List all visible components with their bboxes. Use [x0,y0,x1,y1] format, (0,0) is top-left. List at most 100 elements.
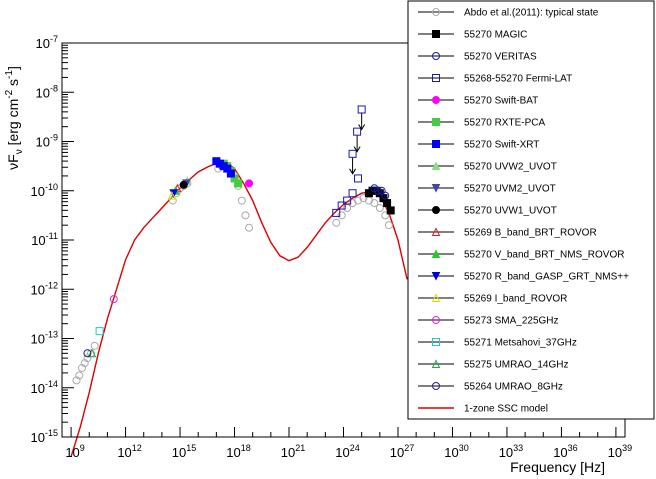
data-points-layer [72,105,395,385]
x-tick-label: 1039 [608,443,632,460]
data-point [332,218,341,227]
data-point [381,191,390,200]
legend-entry-label: 55270 VERITAS [464,52,537,63]
data-point [77,364,86,373]
legend-entry-label: 55269 I_band_ROVOR [464,294,567,305]
data-point [237,196,246,205]
tick-labels-layer: 109 1012 1015 1018 1021 1024 1027 1030 1033 1036 1… [31,34,633,460]
legend-entry-label: 55270 MAGIC [464,30,527,41]
legend-entry-label: 55271 Metsahovi_37GHz [464,338,577,349]
x-tick-label: 109 [65,443,84,460]
data-point [383,199,392,208]
data-point [226,169,235,178]
upper-limit-arrowhead [349,168,357,175]
upper-limit-arrowhead [353,146,361,153]
legend-marker [431,161,441,170]
x-tick-label: 1027 [390,443,414,460]
y-tick-label: 10-8 [36,83,58,100]
legend-marker [431,293,441,302]
legend-entry-label: 55273 SMA_225GHz [464,316,559,327]
legend-entry-label: 55270 Swift-BAT [464,96,538,107]
model-curve-layer [70,161,408,457]
legend-marker [432,316,440,324]
data-point [348,189,357,198]
legend-marker [432,74,440,82]
data-point [374,186,383,195]
data-point [95,327,104,336]
upper-limit-point [353,127,362,136]
data-point [75,371,84,380]
legend-entry-label: 55268-55270 Fermi-LAT [464,74,572,85]
data-point [109,295,118,304]
data-point [234,179,243,188]
x-tick-label: 1021 [281,443,305,460]
legend-entry-label: 55270 Swift-XRT [464,140,539,151]
data-point [90,341,99,350]
legend-marker [431,227,441,236]
y-tick-label: 10-7 [36,34,58,51]
legend-marker [432,96,440,104]
y-tick-label: 10-10 [31,182,58,199]
x-tick-label: 1024 [335,443,359,460]
data-point [83,349,92,358]
x-tick-label: 1012 [117,443,141,460]
legend-entry-label: 55264 UMRAO_8GHz [464,382,563,393]
legend-entry-label: 55269 B_band_BRT_ROVOR [464,228,597,239]
data-point [87,348,97,358]
legend-marker [432,8,440,16]
data-point [354,196,363,205]
legend-marker [432,52,440,60]
legend-marker [431,249,441,258]
upper-limit-arrowhead [358,124,366,131]
legend-marker [431,359,441,368]
legend-entry-label: 55270 R_band_GASP_GRT_NMS++ [464,272,629,283]
x-tick-label: 1036 [553,443,577,460]
x-tick-label: 1015 [172,443,196,460]
y-tick-label: 10-14 [31,379,58,396]
y-tick-label: 10-15 [31,428,58,445]
legend-marker [432,118,440,126]
legend-entry-label: 1-zone SSC model [464,404,548,415]
data-point [370,199,379,208]
data-point [332,208,341,217]
data-point [245,223,254,232]
legend-marker [432,338,440,346]
data-point [386,206,395,215]
y-axis-title: νFν [erg cm-2 s-1] [4,66,25,170]
data-point [80,359,89,368]
legend-marker [431,272,441,281]
legend-marker [432,30,440,38]
data-point [72,376,81,385]
data-point [343,196,352,205]
legend-entry-label: Abdo et al.(2011): typical state [464,8,599,19]
data-point [359,194,368,203]
data-point [168,196,177,205]
x-tick-label: 1033 [499,443,523,460]
legend: Abdo et al.(2011): typical state 55270 MA… [407,0,655,420]
legend-marker [432,206,440,214]
legend-entry-label: 55270 UVW1_UVOT [464,206,557,217]
x-axis-title: Frequency [Hz] [510,459,605,475]
data-point [245,179,254,188]
x-tick-label: 1030 [444,443,468,460]
y-tick-label: 10-9 [36,133,58,150]
legend-entry-label: 55270 UVM2_UVOT [464,184,556,195]
data-point [354,174,363,183]
legend-entry-label: 55275 UMRAO_14GHz [464,360,569,371]
legend-marker [431,184,441,193]
x-tick-label: 1018 [226,443,250,460]
data-point [179,180,188,189]
data-point [241,211,250,220]
legend-entry-label: 55270 UVW2_UVOT [464,162,557,173]
data-point [348,199,357,208]
upper-limit-point [357,105,366,114]
y-tick-label: 10-12 [31,280,58,297]
legend-entry-label: 55270 RXTE-PCA [464,118,545,129]
data-point [375,203,384,212]
data-point [337,211,346,220]
legend-marker [432,140,440,148]
legend-entry-label: 55270 V_band_BRT_NMS_ROVOR [464,250,624,261]
y-tick-label: 10-11 [31,231,58,248]
legend-marker [432,382,440,390]
